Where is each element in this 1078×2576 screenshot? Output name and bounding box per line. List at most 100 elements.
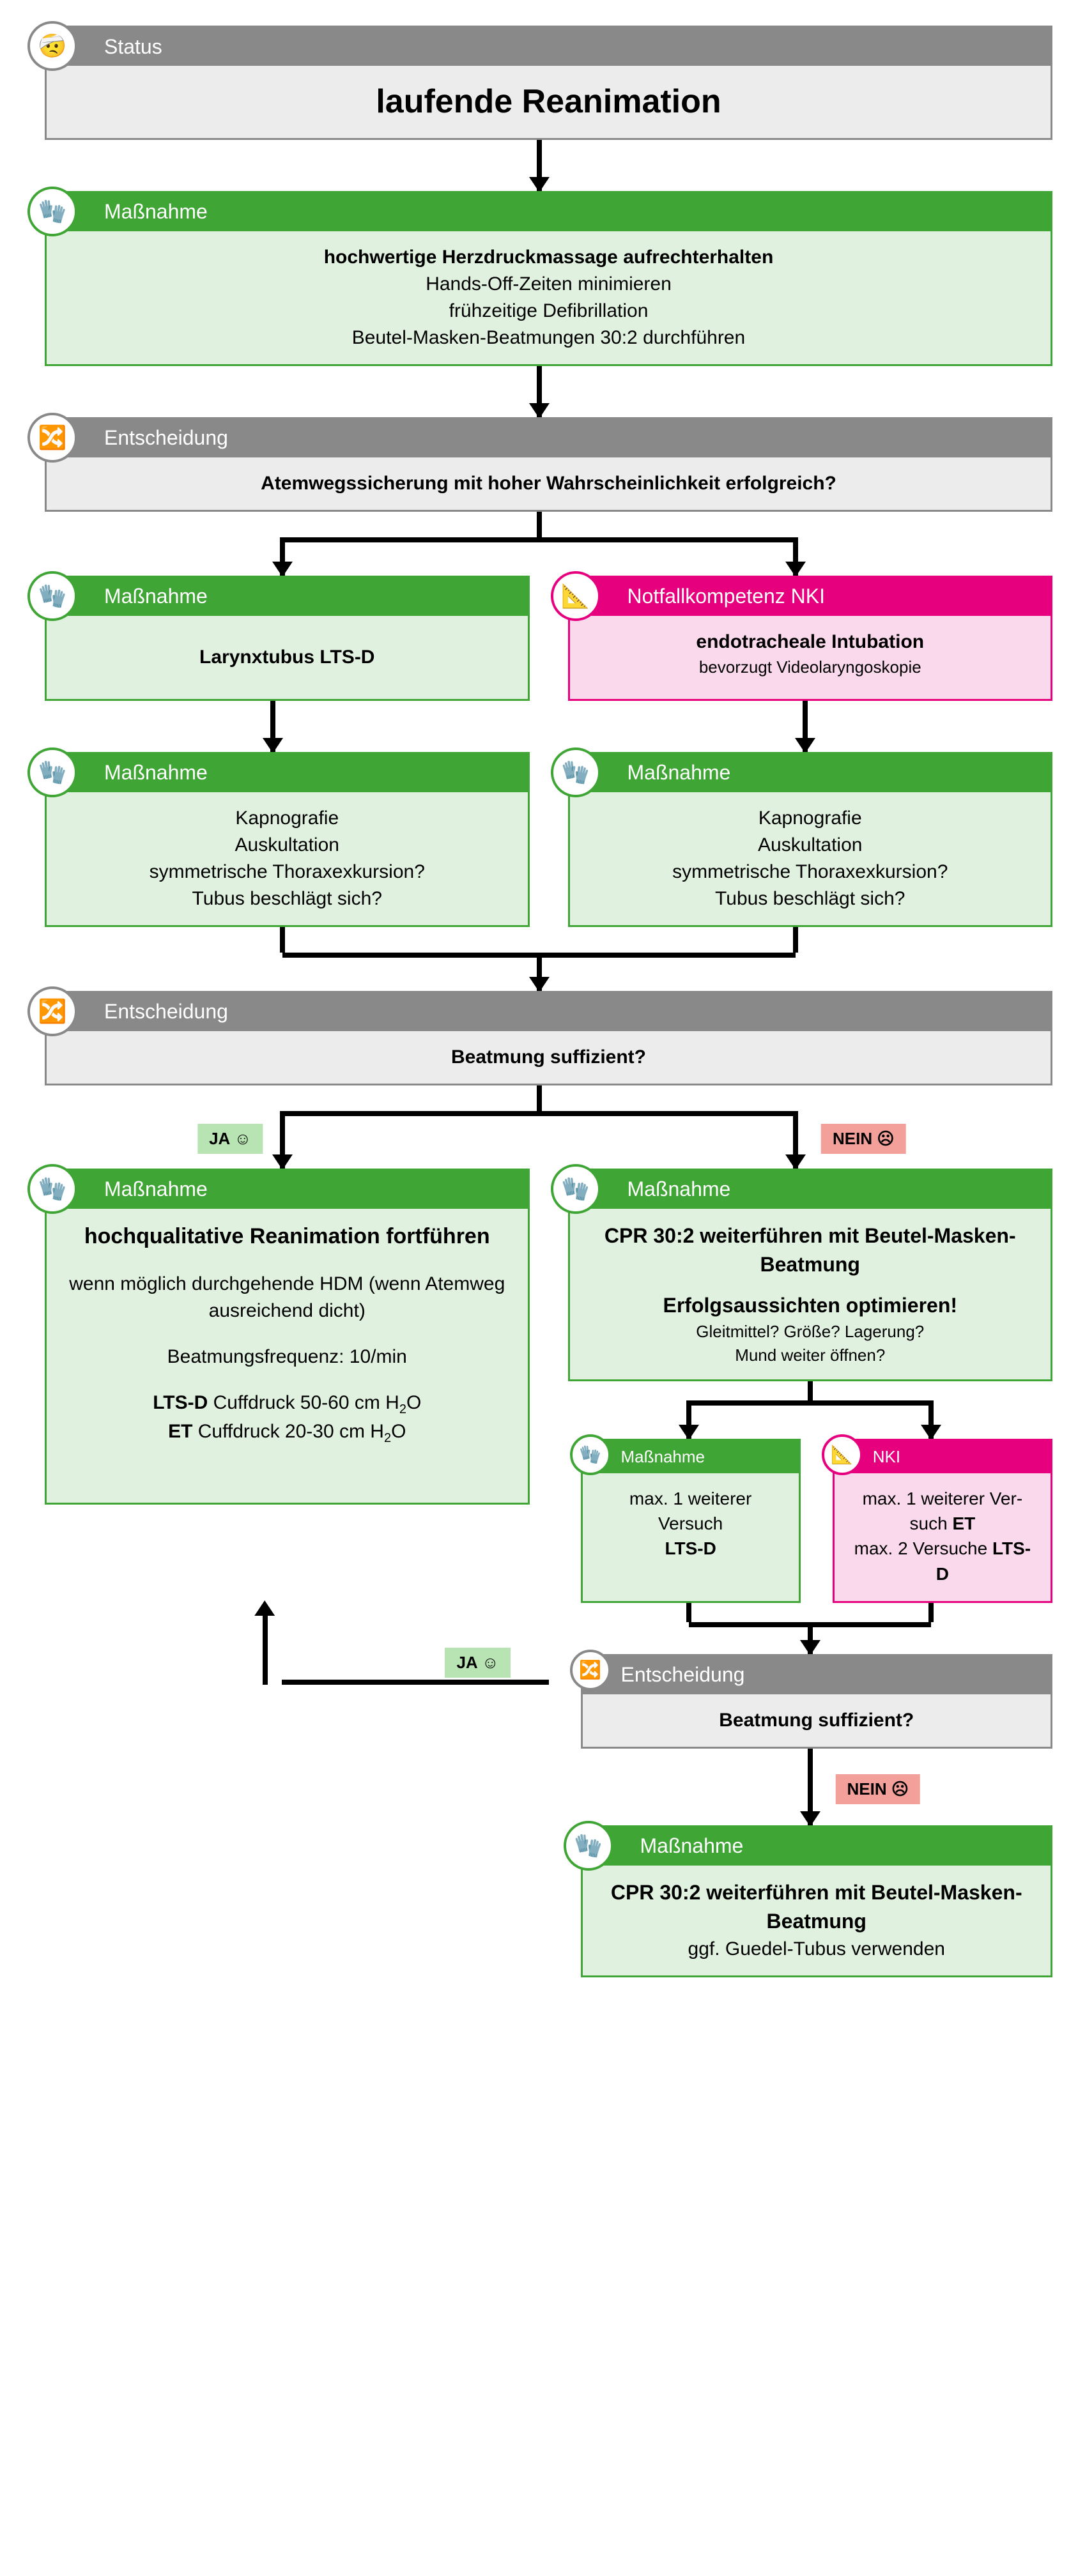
arrow [537, 140, 542, 191]
n7a-l3: LTS-D Cuffdruck 50-60 cm H2O [66, 1390, 509, 1418]
decision-ventilation-node: 🔀 Entscheidung Beatmung suffizient? [45, 991, 1052, 1085]
status-node: 🤕 Status laufende Reanimation [45, 26, 1052, 140]
nki-header: NKI [835, 1441, 1051, 1473]
merge-connector [26, 927, 1052, 991]
n10-l1: ggf. Guedel-Tubus verwenden [602, 1936, 1032, 1963]
n2l3: frühzeitige Defibrillation [66, 298, 1031, 325]
action-label: Maßnahme [104, 1177, 208, 1201]
retry-et-node: 📐 NKI max. 1 weiterer Ver­such ET max. 2… [833, 1439, 1052, 1603]
laryngoscope-icon: 📐 [822, 1434, 863, 1475]
n7a-l2: Beatmungsfrequenz: 10/min [66, 1344, 509, 1370]
decision-label: Entscheidung [621, 1663, 745, 1687]
action-label: Maßnahme [104, 200, 208, 224]
n8b-l1: max. 1 weiterer Ver­such ET [854, 1486, 1031, 1536]
n5l4: Tubus beschlägt sich? [66, 885, 509, 912]
status-body: laufende Reanimation [47, 66, 1051, 138]
action-header: Maßnahme [583, 1441, 799, 1473]
continue-cpr-node: 🧤 Maßnahme hochqualitative Reanimation f… [45, 1169, 530, 1505]
decision-icon: 🔀 [27, 413, 77, 463]
retry-row: 🧤 Maßnahme max. 1 weiterer Versuch LTS-D… [568, 1439, 1053, 1603]
gloves-icon: 🧤 [551, 1164, 601, 1214]
decision-header: Entscheidung [47, 419, 1051, 457]
status-header: Status [47, 27, 1051, 66]
decision-header: Entscheidung [583, 1656, 1051, 1694]
action-label: Maßnahme [640, 1834, 744, 1858]
n3q: Atemwegssicherung mit hoher Wahrscheinli… [261, 473, 836, 494]
action-label: Maßnahme [628, 761, 731, 785]
decision-label: Entscheidung [104, 1000, 228, 1023]
patient-icon: 🤕 [27, 21, 77, 71]
verify-ltsd-node: 🧤 Maßnahme Kapnografie Auskultation symm… [45, 752, 530, 927]
yes-badge: JA ☺ [197, 1124, 263, 1154]
n6q: Beatmung suffizient? [451, 1046, 646, 1068]
arrow [537, 366, 542, 417]
decision-ventilation-2-node: 🔀 Entscheidung Beatmung suffizient? [581, 1654, 1053, 1749]
continue-body: hochqualitative Reanimation fortführen w… [47, 1209, 528, 1503]
fallback-body: CPR 30:2 weiterführen mit Beutel-Masken-… [583, 1866, 1051, 1975]
split-connector [26, 512, 1052, 576]
no-badge-2: NEIN ☹ [835, 1774, 920, 1804]
intubation-node: 📐 Notfallkompetenz NKI endotracheale Int… [568, 576, 1053, 701]
n8a-l2: LTS-D [602, 1536, 780, 1561]
laryngoscope-icon: 📐 [551, 571, 601, 621]
ltsd-node: 🧤 Maßnahme Larynxtubus LTS-D [45, 576, 530, 701]
gloves-icon: 🧤 [27, 187, 77, 236]
gloves-icon: 🧤 [570, 1434, 611, 1475]
n5l1: Kapnografie [66, 805, 509, 832]
n7a-h1: hochqualitative Reanimation fortführen [66, 1222, 509, 1252]
airway-branch-row: 🧤 Maßnahme Larynxtubus LTS-D 📐 Notfallko… [26, 576, 1052, 701]
n8b-l2: max. 2 Ver­suche LTS-D [854, 1536, 1031, 1586]
verify-body: Kapnografie Auskultation symmetrische Th… [570, 792, 1051, 925]
gloves-icon: 🧤 [551, 747, 601, 797]
nein-connector-2: NEIN ☹ [568, 1749, 1053, 1825]
nki-label: NKI [873, 1447, 900, 1467]
action-label: Maßnahme [621, 1447, 705, 1467]
retry-ltsd-node: 🧤 Maßnahme max. 1 weiterer Versuch LTS-D [581, 1439, 801, 1603]
n4b-t1: endotracheale Intubation [589, 629, 1032, 656]
n5l3b: symmetrische Thoraxexkursion? [589, 859, 1032, 885]
flowchart-root: 🤕 Status laufende Reanimation 🧤 Maßnahme… [26, 26, 1052, 1977]
no-badge: NEIN ☹ [821, 1124, 905, 1154]
decision-icon: 🔀 [27, 986, 77, 1036]
yes-badge-2: JA ☺ [445, 1648, 510, 1678]
n7b-l2: Mund weiter öffnen? [589, 1344, 1032, 1367]
verify-row: 🧤 Maßnahme Kapnografie Auskultation symm… [26, 752, 1052, 927]
n2l4: Beutel-Masken-Beatmungen 30:2 durchführe… [66, 325, 1031, 351]
status-label: Status [104, 35, 162, 59]
action-label: Maßnahme [628, 1177, 731, 1201]
decision-2-row: JA ☺ 🔀 Entscheidung Beatmung suffizient?… [26, 1654, 1052, 1977]
n2l2: Hands-Off-Zeiten minimieren [66, 271, 1031, 298]
gloves-icon: 🧤 [564, 1821, 613, 1871]
action-body: hochwertige Herzdruckmassage aufrechterh… [47, 231, 1051, 364]
arrow-row [26, 701, 1052, 752]
retry-connector [568, 1381, 1053, 1439]
action-header: Maßnahme [47, 193, 1051, 231]
retry-et-body: max. 1 weiterer Ver­such ET max. 2 Ver­s… [835, 1473, 1051, 1601]
decision-icon: 🔀 [570, 1650, 611, 1690]
gloves-icon: 🧤 [27, 1164, 77, 1214]
n5l1b: Kapnografie [589, 805, 1032, 832]
gloves-icon: 🧤 [27, 747, 77, 797]
action-header: Maßnahme [570, 754, 1051, 792]
action-label: Maßnahme [104, 585, 208, 608]
action-header: Maßnahme [47, 578, 528, 616]
verify-body: Kapnografie Auskultation symmetrische Th… [47, 792, 528, 925]
fallback-node: 🧤 Maßnahme CPR 30:2 weiterführen mit Beu… [581, 1825, 1053, 1977]
competence-header: Notfallkompetenz NKI [570, 578, 1051, 616]
decision-body: Beatmung suffizient? [47, 1031, 1051, 1084]
status-title: laufende Reanimation [376, 83, 721, 120]
ltsd-body: Larynxtubus LTS-D [47, 616, 528, 699]
result-row: 🧤 Maßnahme hochqualitative Reanimation f… [26, 1169, 1052, 1654]
n9q: Beatmung suffizient? [719, 1710, 914, 1731]
action-header: Maßnahme [47, 754, 528, 792]
verify-et-node: 🧤 Maßnahme Kapnografie Auskultation symm… [568, 752, 1053, 927]
n4b-t2: bevorzugt Videolaryngoskopie [589, 656, 1032, 678]
decision-airway-node: 🔀 Entscheidung Atemwegssicherung mit hoh… [45, 417, 1052, 512]
merge-connector-2 [568, 1603, 1053, 1654]
action-header: Maßnahme [47, 1170, 528, 1209]
decision-body: Atemwegssicherung mit hoher Wahrscheinli… [47, 457, 1051, 510]
action-label: Maßnahme [104, 761, 208, 785]
action-header: Maßnahme [570, 1170, 1051, 1209]
n7b-h1: CPR 30:2 weiterführen mit Beutel-Masken-… [589, 1222, 1032, 1279]
optimize-node: 🧤 Maßnahme CPR 30:2 weiterführen mit Beu… [568, 1169, 1053, 1381]
